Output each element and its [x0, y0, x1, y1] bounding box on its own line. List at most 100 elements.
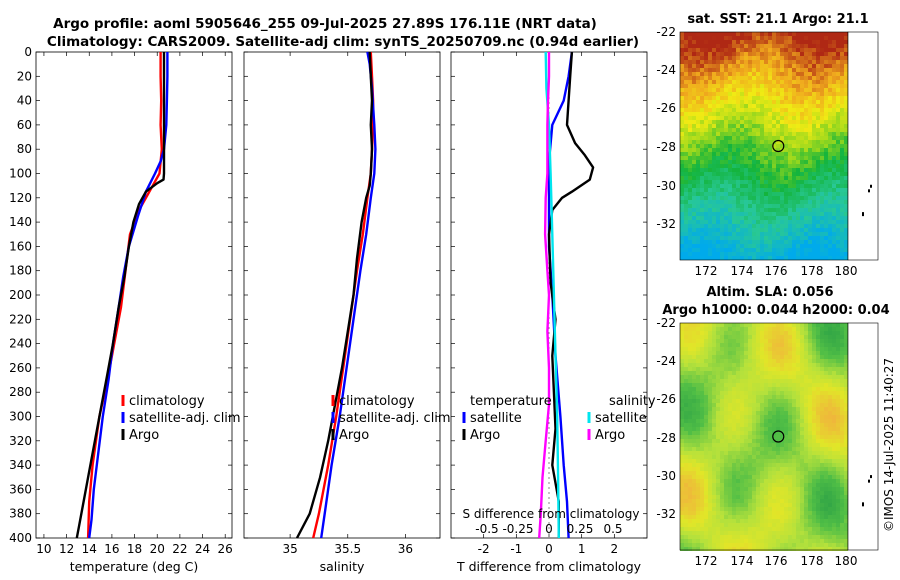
map-cell — [812, 411, 816, 415]
map-cell — [700, 116, 704, 120]
map-cell — [824, 347, 828, 351]
map-cell — [724, 451, 728, 455]
map-cell — [740, 375, 744, 379]
map-cell — [736, 531, 740, 535]
map-cell — [716, 136, 720, 140]
map-cell — [704, 367, 708, 371]
map-cell — [844, 447, 848, 451]
map-cell — [796, 483, 800, 487]
map-cell — [772, 479, 776, 483]
map-cell — [736, 140, 740, 144]
map-cell — [820, 431, 824, 435]
map-cell — [728, 531, 732, 535]
map-cell — [748, 156, 752, 160]
s-tick-label: 0.5 — [603, 522, 622, 536]
map-cell — [700, 403, 704, 407]
map-cell — [828, 60, 832, 64]
map-cell — [728, 216, 732, 220]
map-cell — [752, 56, 756, 60]
map-cell — [788, 419, 792, 423]
map-cell — [836, 455, 840, 459]
map-cell — [832, 415, 836, 419]
map-cell — [756, 52, 760, 56]
map-cell — [680, 156, 684, 160]
map-cell — [824, 104, 828, 108]
map-cell — [804, 487, 808, 491]
map-cell — [688, 499, 692, 503]
map-cell — [684, 192, 688, 196]
map-cell — [804, 192, 808, 196]
map-cell — [736, 236, 740, 240]
map-cell — [808, 80, 812, 84]
map-cell — [680, 359, 684, 363]
map-cell — [736, 475, 740, 479]
map-cell — [804, 515, 808, 519]
map-cell — [748, 92, 752, 96]
map-cell — [692, 463, 696, 467]
map-cell — [720, 100, 724, 104]
map-cell — [824, 132, 828, 136]
map-cell — [744, 188, 748, 192]
map-cell — [712, 108, 716, 112]
map-cell — [724, 232, 728, 236]
map-cell — [752, 475, 756, 479]
map-cell — [740, 359, 744, 363]
map-cell — [796, 36, 800, 40]
map-cell — [804, 112, 808, 116]
map-cell — [816, 435, 820, 439]
map-cell — [680, 459, 684, 463]
map-cell — [800, 192, 804, 196]
map-cell — [808, 188, 812, 192]
map-cell — [708, 347, 712, 351]
map-cell — [696, 327, 700, 331]
map-cell — [792, 228, 796, 232]
map-cell — [796, 124, 800, 128]
map-cell — [756, 415, 760, 419]
map-cell — [684, 128, 688, 132]
map-cell — [844, 220, 848, 224]
map-cell — [772, 507, 776, 511]
map-cell — [788, 359, 792, 363]
map-cell — [732, 44, 736, 48]
map-cell — [740, 240, 744, 244]
map-cell — [800, 196, 804, 200]
map-cell — [688, 331, 692, 335]
map-cell — [808, 168, 812, 172]
map-cell — [744, 499, 748, 503]
map-cell — [784, 108, 788, 112]
map-cell — [688, 232, 692, 236]
map-cell — [780, 204, 784, 208]
map-cell — [720, 76, 724, 80]
map-cell — [768, 323, 772, 327]
map-cell — [828, 479, 832, 483]
map-cell — [748, 455, 752, 459]
map-cell — [744, 367, 748, 371]
map-cell — [684, 383, 688, 387]
map-cell — [768, 535, 772, 539]
map-cell — [704, 256, 708, 260]
map-cell — [716, 331, 720, 335]
map-cell — [748, 459, 752, 463]
map-cell — [732, 252, 736, 256]
map-cell — [816, 184, 820, 188]
y-tick-label: 160 — [9, 239, 32, 253]
map-cell — [704, 148, 708, 152]
map-cell — [700, 399, 704, 403]
map-cell — [816, 156, 820, 160]
map-cell — [796, 252, 800, 256]
map-cell — [708, 539, 712, 543]
map-cell — [776, 104, 780, 108]
map-cell — [732, 188, 736, 192]
map-cell — [828, 184, 832, 188]
map-cell — [692, 156, 696, 160]
map-cell — [712, 415, 716, 419]
map-cell — [824, 148, 828, 152]
map-cell — [712, 439, 716, 443]
map-cell — [760, 447, 764, 451]
map-cell — [696, 415, 700, 419]
map-cell — [764, 152, 768, 156]
map-cell — [728, 148, 732, 152]
map-cell — [740, 483, 744, 487]
map-cell — [696, 212, 700, 216]
map-cell — [792, 68, 796, 72]
